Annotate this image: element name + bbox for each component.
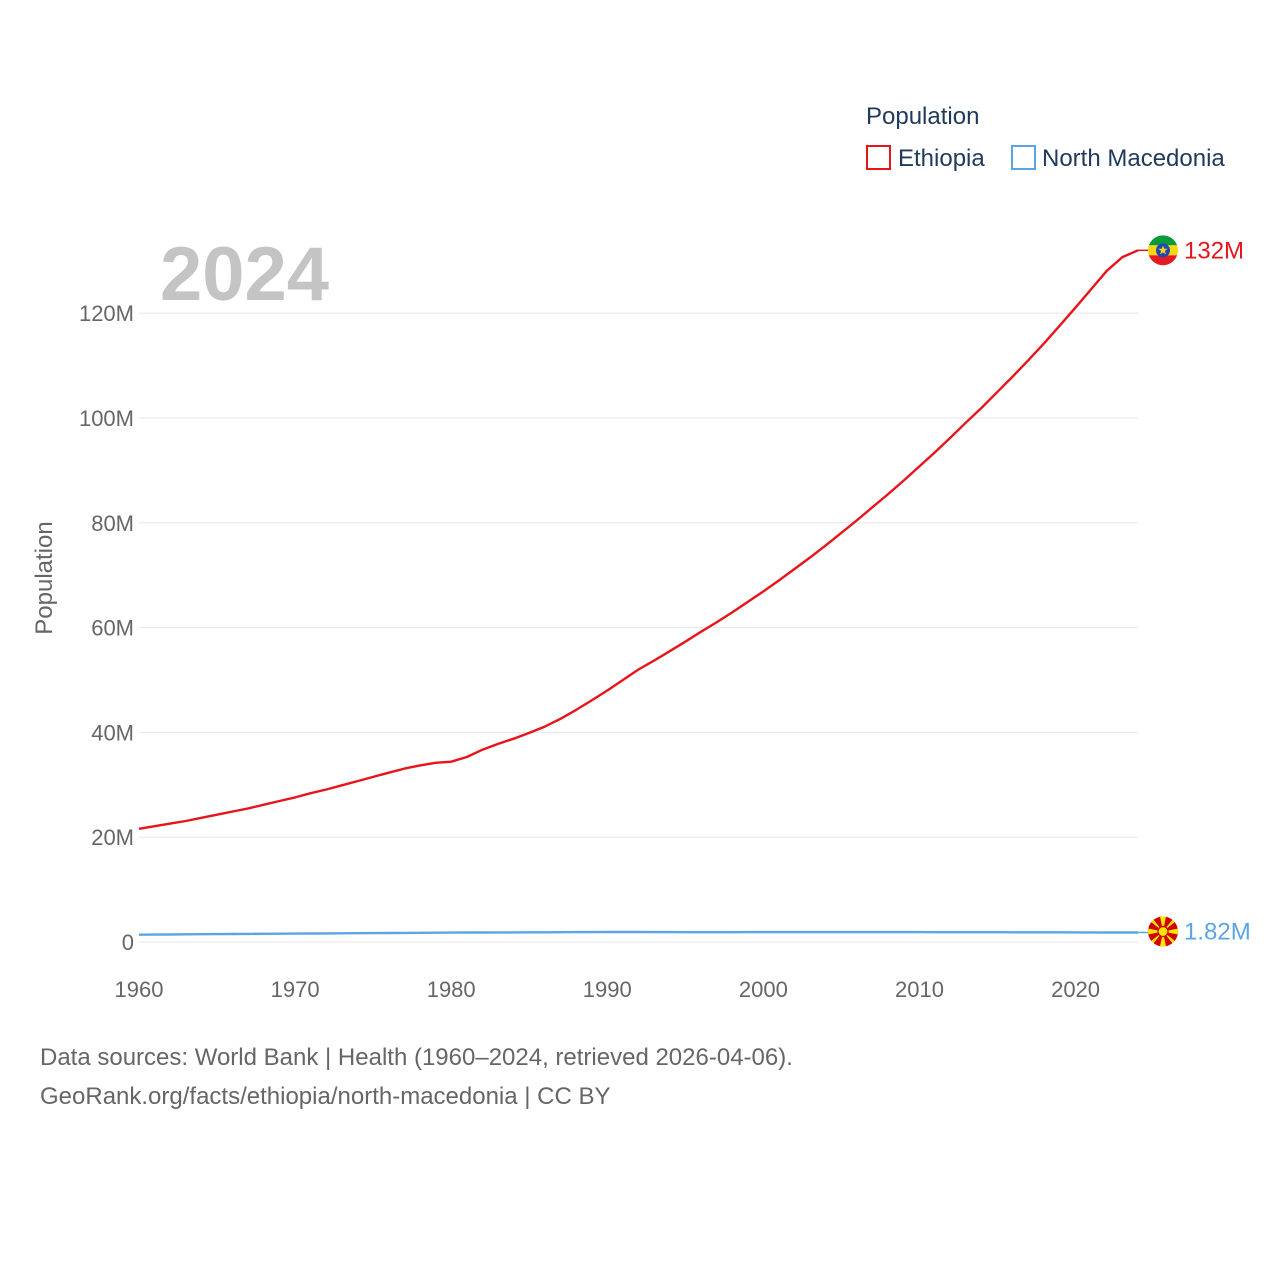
x-tick-label: 2000 [739,977,788,1002]
y-tick-label: 0 [122,930,134,955]
x-tick-label: 2020 [1051,977,1100,1002]
ethiopia-end-value-label: 132M [1184,237,1244,264]
x-tick-label: 1970 [271,977,320,1002]
year-watermark: 2024 [160,232,329,317]
north-macedonia-end-value-label: 1.82M [1184,918,1251,945]
north-macedonia-flag-icon [1148,916,1178,947]
source-link[interactable]: GeoRank.org/facts/ethiopia/north-macedon… [40,1083,611,1110]
x-tick-label: 1980 [427,977,476,1002]
y-tick-label: 40M [91,720,134,745]
legend-label-ethiopia[interactable]: Ethiopia [898,145,985,172]
y-tick-label: 80M [91,511,134,536]
series-line-ethiopia[interactable] [138,249,1139,830]
x-tick-label: 2010 [895,977,944,1002]
x-axis-ticks: 1960 1970 1980 1990 2000 2010 2020 [115,977,1101,1002]
y-axis-label: Population [31,521,58,634]
series-line-north-macedonia[interactable] [138,930,1138,936]
population-line-chart: 0 20M 40M 60M 80M 100M 120M 1960 1970 1980 1990 20… [31,103,1251,1002]
ethiopia-flag-icon [1148,235,1178,266]
grid-layer [139,312,1138,943]
data-source-note: Data sources: World Bank | Health (1960–… [40,1044,793,1071]
y-tick-label: 120M [79,301,134,326]
legend-swatch-north-macedonia[interactable] [1011,145,1036,170]
legend: Population Ethiopia North Macedonia [866,103,1225,172]
y-axis-ticks: 0 20M 40M 60M 80M 100M 120M [79,301,134,955]
y-tick-label: 100M [79,406,134,431]
legend-swatch-ethiopia[interactable] [866,145,891,170]
y-tick-label: 60M [91,616,134,641]
legend-label-north-macedonia[interactable]: North Macedonia [1042,145,1225,172]
series-layer [138,249,1148,936]
legend-title: Population [866,103,979,130]
x-tick-label: 1990 [583,977,632,1002]
x-tick-label: 1960 [115,977,164,1002]
y-tick-label: 20M [91,825,134,850]
